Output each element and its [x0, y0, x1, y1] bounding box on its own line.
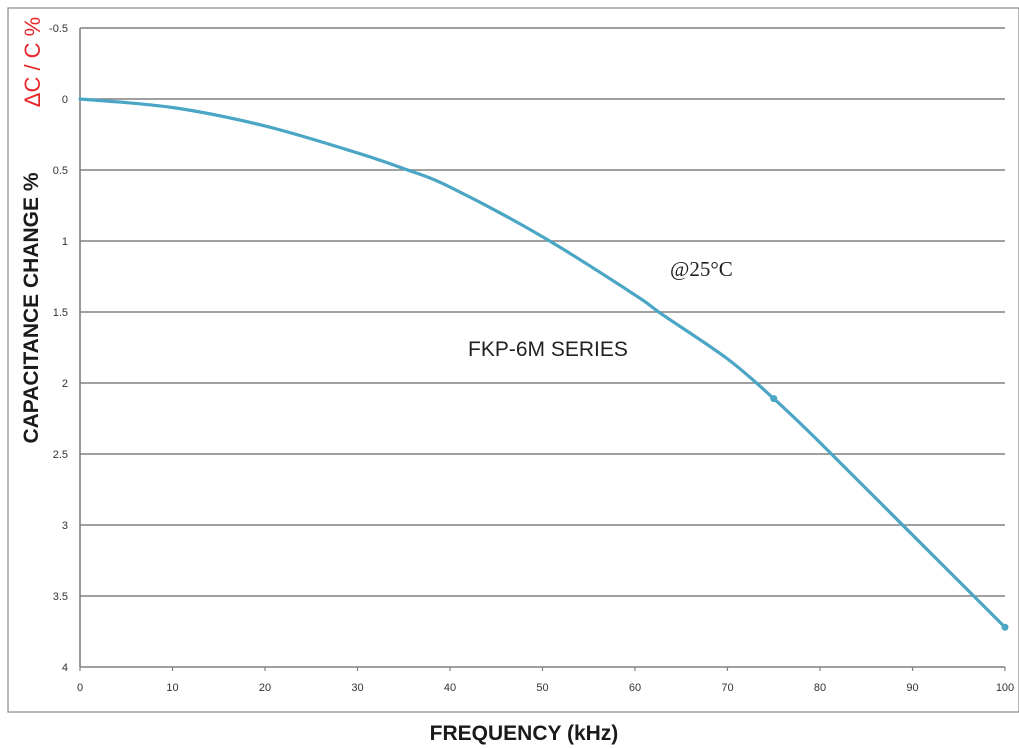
- y-tick-label: 2: [62, 378, 68, 390]
- grid: [79, 27, 1006, 671]
- x-tick-label: 50: [536, 682, 548, 694]
- y-axis-label-secondary: ΔC / C %: [20, 17, 45, 107]
- x-tick-label: 90: [906, 682, 918, 694]
- series-line: [78, 97, 1007, 629]
- chart-border: [7, 7, 1019, 713]
- temperature-annotation: @25°C: [670, 257, 733, 281]
- x-axis-label: FREQUENCY (kHz): [430, 722, 619, 745]
- y-tick-label: 3.5: [53, 591, 68, 603]
- y-axis-label: CAPACITANCE CHANGE %: [20, 172, 43, 443]
- x-tick-label: 40: [444, 682, 456, 694]
- x-tick-label: 0: [77, 682, 83, 694]
- y-tick-label: 1: [62, 236, 68, 248]
- y-tick-label: 4: [62, 662, 68, 674]
- y-tick-label: -0.5: [49, 23, 68, 35]
- x-tick-label: 10: [166, 682, 178, 694]
- plot-area: [78, 97, 1009, 631]
- y-tick-label: 2.5: [53, 449, 68, 461]
- y-tick-label: 3: [62, 520, 68, 532]
- x-tick-label: 80: [814, 682, 826, 694]
- series-annotation: FKP-6M SERIES: [468, 338, 628, 361]
- y-tick-label: 0.5: [53, 165, 68, 177]
- x-tick-label: 60: [629, 682, 641, 694]
- x-tick-label: 20: [259, 682, 271, 694]
- x-tick-label: 70: [721, 682, 733, 694]
- y-tick-label: 1.5: [53, 307, 68, 319]
- data-point-marker: [770, 395, 778, 403]
- y-tick-label: 0: [62, 94, 68, 106]
- x-tick-label: 100: [996, 682, 1014, 694]
- data-point-marker: [1001, 623, 1009, 631]
- tick-labels: -0.500.511.522.533.540 10 20 30 40 50 60 70 80 90…: [49, 23, 1014, 694]
- x-tick-label: 30: [351, 682, 363, 694]
